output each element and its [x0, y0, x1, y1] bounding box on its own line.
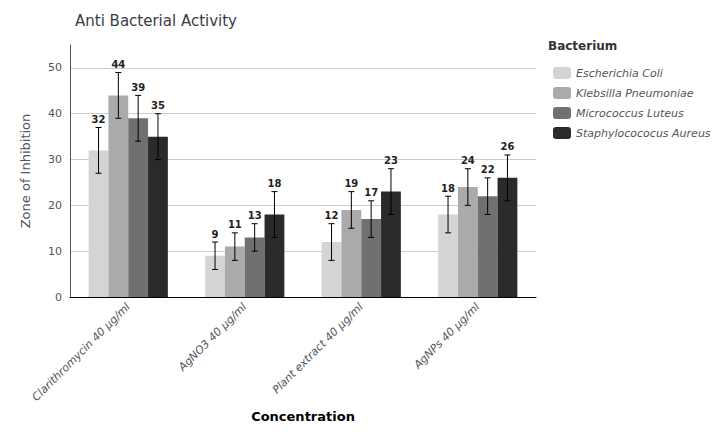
svg-text:Clarithromycin 40 μg/ml: Clarithromycin 40 μg/ml — [29, 300, 132, 403]
svg-text:AgNPs 40 μg/ml: AgNPs 40 μg/ml — [411, 300, 483, 372]
svg-text:Plant extract 40 μg/ml: Plant extract 40 μg/ml — [270, 300, 366, 396]
svg-text:Klebsilla Pneumoniae: Klebsilla Pneumoniae — [576, 87, 694, 100]
svg-text:Concentration: Concentration — [251, 409, 355, 424]
svg-text:19: 19 — [344, 178, 358, 189]
svg-text:12: 12 — [325, 210, 339, 221]
svg-text:AgNO3 40 μg/ml: AgNO3 40 μg/ml — [175, 300, 249, 374]
svg-text:44: 44 — [111, 59, 125, 70]
svg-text:Micrococcus Luteus: Micrococcus Luteus — [576, 107, 684, 120]
svg-text:Bacterium: Bacterium — [548, 39, 617, 53]
svg-text:0: 0 — [55, 291, 62, 304]
svg-text:Anti Bacterial Activity: Anti Bacterial Activity — [75, 12, 237, 30]
svg-text:Zone of Inhibition: Zone of Inhibition — [18, 114, 33, 229]
svg-text:18: 18 — [441, 183, 455, 194]
svg-text:Staphylocococus Aureus: Staphylocococus Aureus — [576, 127, 711, 140]
svg-text:32: 32 — [92, 114, 106, 125]
svg-text:22: 22 — [481, 164, 495, 175]
svg-text:39: 39 — [131, 82, 145, 93]
svg-text:18: 18 — [267, 178, 281, 189]
svg-text:40: 40 — [48, 107, 62, 120]
svg-text:11: 11 — [228, 219, 242, 230]
svg-text:10: 10 — [48, 245, 62, 258]
svg-text:23: 23 — [384, 155, 398, 166]
svg-text:35: 35 — [151, 100, 165, 111]
svg-text:13: 13 — [248, 210, 262, 221]
svg-text:17: 17 — [364, 187, 378, 198]
svg-text:9: 9 — [212, 229, 219, 240]
svg-text:24: 24 — [461, 155, 475, 166]
svg-text:Escherichia Coli: Escherichia Coli — [576, 67, 663, 80]
svg-text:20: 20 — [48, 199, 62, 212]
svg-text:30: 30 — [48, 153, 62, 166]
svg-text:26: 26 — [500, 141, 514, 152]
svg-text:50: 50 — [48, 61, 62, 74]
